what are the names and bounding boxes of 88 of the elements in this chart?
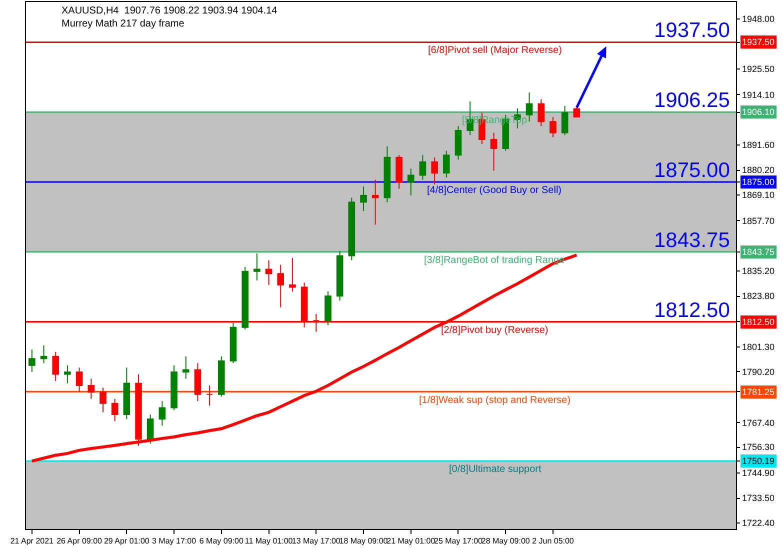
- y-tick-label: 1914.10: [742, 90, 775, 100]
- candlestick: [111, 398, 118, 422]
- candlestick: [254, 253, 260, 281]
- candlestick: [265, 260, 272, 286]
- candlestick: [431, 156, 438, 185]
- y-tick-label: 1744.90: [742, 468, 775, 478]
- candlestick: [52, 351, 60, 382]
- y-tick-label: 1875.00: [742, 177, 775, 187]
- candlestick: [561, 105, 568, 136]
- candlestick: [182, 356, 190, 380]
- candlestick: [324, 291, 332, 326]
- candlestick: [419, 154, 426, 180]
- candlestick: [360, 186, 367, 212]
- candlestick: [135, 374, 142, 446]
- candlestick: [146, 414, 154, 444]
- y-tick-label: 1948.00: [742, 14, 775, 24]
- candlestick: [100, 387, 106, 413]
- x-tick-label: 25 May 17:00: [434, 536, 484, 546]
- x-tick-label: 29 Apr 01:00: [104, 536, 150, 546]
- candlestick: [218, 356, 225, 398]
- x-tick-label: 21 Apr 2021: [10, 536, 54, 546]
- x-tick-label: 6 May 09:00: [199, 536, 244, 546]
- x-tick-label: 21 May 01:00: [386, 536, 436, 546]
- candlestick: [490, 132, 498, 172]
- candlestick: [526, 92, 533, 122]
- candlestick: [538, 98, 545, 127]
- candlestick: [158, 400, 166, 426]
- text: Murrey Math 217 day frame: [62, 18, 185, 30]
- y-tick-label: 1869.10: [742, 190, 775, 200]
- ref-line-label: [0/8]Ultimate support: [449, 464, 542, 475]
- y-tick-label: 1750.19: [742, 456, 775, 466]
- annotation: 1875.00: [654, 159, 730, 182]
- ref-line-label: [6/8]Pivot sell (Major Reverse): [428, 45, 562, 56]
- candlestick: [336, 250, 344, 301]
- y-tick-label: 1801.30: [742, 342, 775, 352]
- candlestick: [289, 258, 296, 292]
- candlestick: [76, 367, 83, 393]
- candlestick: [372, 179, 379, 225]
- candlestick: [206, 384, 213, 406]
- candlestick: [242, 266, 248, 330]
- x-tick-label: 11 May 01:00: [244, 536, 294, 546]
- chart-title: XAUUSD,H4 1907.76 1908.22 1903.94 1904.14: [62, 6, 278, 17]
- y-tick-label: 1843.75: [742, 247, 775, 257]
- y-tick-label: 1880.20: [742, 165, 775, 175]
- candlestick: [396, 154, 402, 190]
- y-tick-label: 1835.20: [742, 266, 775, 276]
- annotation: 1812.50: [654, 299, 730, 322]
- annotation: 1906.25: [654, 89, 730, 112]
- annotation: 1843.75: [654, 229, 730, 252]
- candlestick: [88, 378, 95, 400]
- x-tick-label: 3 May 17:00: [152, 536, 197, 546]
- candlestick: [454, 126, 462, 160]
- x-tick-label: 26 Apr 09:00: [56, 536, 103, 546]
- y-tick-label: 1790.20: [742, 367, 775, 377]
- x-tick-label: 13 May 17:00: [292, 536, 341, 546]
- candlestick: [194, 362, 202, 402]
- candlestick: [348, 197, 356, 261]
- x-tick-label: 18 May 09:00: [339, 536, 388, 546]
- y-tick-label: 1781.25: [742, 387, 775, 397]
- candlestick: [123, 367, 130, 420]
- candlestick: [170, 364, 178, 411]
- candlestick: [64, 364, 71, 384]
- x-tick-label: 28 May 09:00: [481, 536, 530, 546]
- candlestick: [230, 322, 237, 364]
- y-tick-label: 1812.50: [742, 317, 775, 327]
- ref-line-label: [4/8]Center (Good Buy or Sell): [427, 185, 562, 196]
- candlestick: [550, 116, 556, 138]
- y-tick-label: 1925.50: [742, 64, 775, 74]
- candlestick: [573, 107, 580, 118]
- candlestick: [407, 168, 414, 196]
- y-tick-label: 1733.50: [742, 493, 775, 503]
- y-tick-label: 1722.40: [742, 518, 775, 528]
- y-tick-label: 1823.80: [742, 291, 775, 301]
- y-tick-label: 1891.60: [742, 140, 775, 150]
- x-tick-label: 2 Jun 05:00: [532, 536, 574, 546]
- candlestick: [384, 146, 391, 203]
- annotation: 1937.50: [654, 19, 730, 42]
- ref-line-label: [2/8]Pivot buy (Reverse): [441, 325, 548, 336]
- y-tick-label: 1756.30: [742, 442, 775, 452]
- candlestick: [277, 264, 284, 308]
- candlestick: [443, 150, 450, 178]
- y-tick-label: 1906.10: [742, 107, 775, 117]
- candlestick: [28, 349, 36, 373]
- y-tick-label: 1937.50: [742, 37, 775, 47]
- y-tick-label: 1857.70: [742, 216, 775, 226]
- candlestick: [40, 344, 48, 364]
- y-tick-label: 1767.40: [742, 418, 775, 428]
- ref-line-label: [1/8]Weak sup (stop and Reverse): [419, 395, 571, 406]
